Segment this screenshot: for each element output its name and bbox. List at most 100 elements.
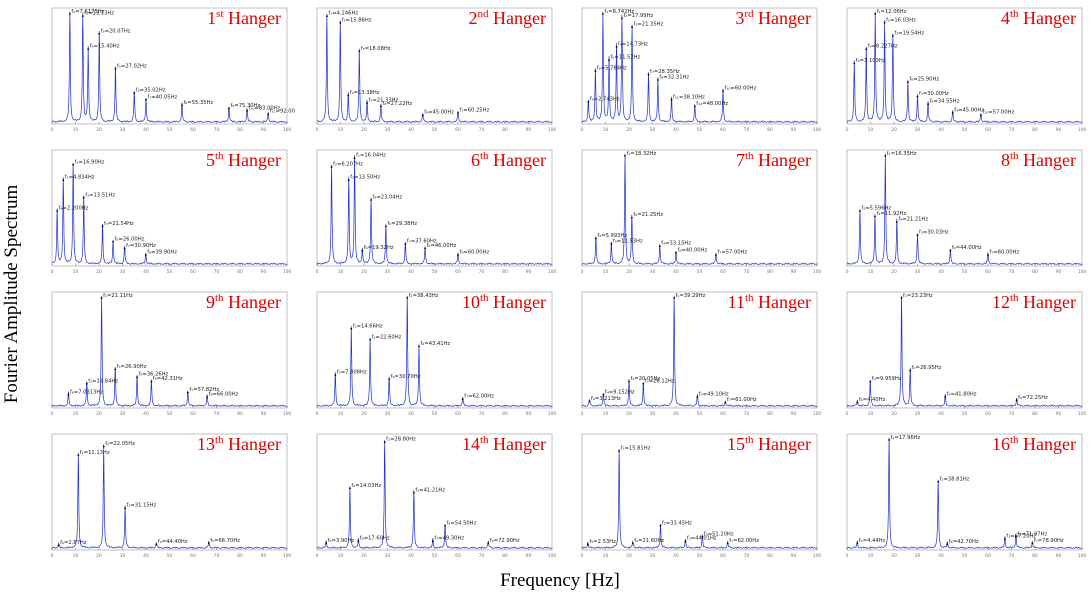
- x-tick-label: 100: [813, 269, 822, 275]
- x-tick-label: 30: [120, 553, 126, 559]
- title-word: Hanger: [223, 434, 281, 454]
- x-tick-label: 60: [455, 553, 461, 559]
- peak-marker: [334, 374, 337, 376]
- peak-marker: [186, 391, 189, 394]
- peak-marker: [136, 376, 138, 379]
- hanger-subplot-13: 0 10 20 30 40 50 60 70 80 90 100 f₁=11.13Hz f₂=22.05…: [30, 426, 295, 568]
- title-ordinal-suffix: th: [744, 150, 754, 162]
- x-tick-label: 10: [338, 411, 344, 417]
- peak-label: f₂=16.03Hz: [886, 17, 916, 23]
- peak-label: f₆=35.02Hz: [136, 88, 166, 94]
- peak-marker: [630, 216, 633, 219]
- hanger-subplot-7: 0 10 20 30 40 50 60 70 80 90 100 f₁=18.32Hz f₂=21.25…: [560, 142, 825, 284]
- peak-marker: [350, 327, 353, 330]
- x-tick-label: 50: [962, 127, 968, 133]
- x-tick-label: 50: [962, 553, 968, 559]
- x-tick-label: 30: [915, 127, 921, 133]
- peak-label: f₉=2.743Hz: [590, 97, 620, 103]
- title-ordinal-suffix: th: [214, 434, 224, 446]
- x-tick-label: 0: [846, 553, 849, 559]
- peak-marker: [951, 112, 954, 114]
- x-tick-label: 20: [891, 127, 897, 133]
- x-tick-label: 40: [143, 127, 149, 133]
- peak-marker: [487, 542, 490, 545]
- peak-label: f₆=26.00Hz: [115, 236, 145, 242]
- x-tick-label: 10: [73, 269, 79, 275]
- peak-marker: [145, 98, 147, 101]
- peak-marker: [628, 380, 630, 383]
- peak-label: f₅=66.70Hz: [210, 538, 240, 544]
- peak-label: f₉=45.00Hz: [954, 108, 984, 114]
- peak-label: f₂=14.66Hz: [353, 323, 383, 329]
- x-tick-label: 50: [697, 127, 703, 133]
- peak-label: f₁₁=38.10Hz: [673, 94, 705, 100]
- x-tick-label: 80: [767, 411, 773, 417]
- x-tick-label: 100: [283, 411, 292, 417]
- x-tick-label: 90: [261, 411, 267, 417]
- title-ordinal-suffix: rd: [744, 8, 754, 20]
- hanger-subplot-3: 0 10 20 30 40 50 60 70 80 90 100 f₁=8.742Hz f₂=17.99…: [560, 0, 825, 142]
- peak-label: f₄=14.73Hz: [618, 42, 648, 48]
- peak-marker: [82, 196, 85, 199]
- peak-label: f₈=55.35Hz: [183, 100, 213, 106]
- peak-marker: [102, 445, 105, 448]
- peak-label: f₆=5.784Hz: [597, 66, 627, 72]
- peak-marker: [602, 13, 604, 15]
- x-tick-label: 40: [938, 411, 944, 417]
- spectrum-plot: 0 10 20 30 40 50 60 70 80 90 100 f₁=8.742Hzf₂=17.99…: [581, 7, 821, 133]
- x-tick-label: 20: [626, 411, 632, 417]
- x-tick-label: 40: [143, 553, 149, 559]
- x-tick-label: 50: [432, 553, 438, 559]
- peak-marker: [594, 70, 597, 73]
- peak-label: f₇=61.00Hz: [727, 397, 757, 403]
- subplot-title: 10th Hanger: [462, 292, 546, 313]
- peak-label: f₅=30.03Hz: [919, 230, 949, 236]
- peak-label: f₈=34.55Hz: [930, 99, 960, 105]
- x-tick-label: 100: [1078, 127, 1087, 133]
- hanger-subplot-2: 0 10 20 30 40 50 60 70 80 90 100 f₁=4.246Hz f₂=15.86…: [295, 0, 560, 142]
- peak-marker: [658, 245, 661, 248]
- x-tick-label: 0: [316, 411, 319, 417]
- peak-marker: [358, 50, 361, 53]
- peak-marker: [874, 215, 876, 218]
- peak-marker: [726, 542, 729, 545]
- spectrum-series: [316, 440, 553, 549]
- peak-marker: [67, 393, 70, 396]
- title-word: Hanger: [488, 292, 546, 312]
- peak-label: f₁₀=60.00Hz: [725, 86, 757, 92]
- hanger-subplot-10: 0 10 20 30 40 50 60 70 80 90 100 f₁=38.43Hz f₂=14.66…: [295, 284, 560, 426]
- x-tick-label: 50: [697, 411, 703, 417]
- spectrum-plot: 0 10 20 30 40 50 60 70 80 90 100 f₁=18.32Hz f₂=21.25…: [581, 149, 822, 275]
- spectrum-series: [51, 162, 288, 265]
- peak-label: f₇=30.90Hz: [126, 243, 156, 249]
- peak-label: f₇=78.90Hz: [1034, 538, 1064, 544]
- peak-label: f₆=30.70Hz: [391, 374, 421, 380]
- peak-label: f₂=21.25Hz: [633, 212, 663, 218]
- x-tick-label: 20: [626, 269, 632, 275]
- peak-label: f₄=23.04Hz: [373, 195, 403, 201]
- peak-marker: [586, 543, 589, 546]
- peak-label: f₅=7.808Hz: [337, 370, 367, 376]
- x-tick-label: 50: [167, 127, 173, 133]
- peak-label: f₉=60.00Hz: [460, 250, 490, 256]
- peak-label: f₇=40.05Hz: [148, 94, 178, 100]
- spectrum-series: [582, 449, 818, 549]
- peak-marker: [631, 26, 633, 29]
- peak-marker: [1015, 399, 1018, 402]
- x-tick-label: 10: [868, 411, 874, 417]
- hanger-subplot-14: 0 10 20 30 40 50 60 70 80 90 100 f₁=28.80Hz f₂=14.03…: [295, 426, 560, 568]
- title-number: 7: [735, 150, 745, 170]
- spectrum-plot: 0 10 20 30 40 50 60 70 80 90 100 f₁=23.23Hz f₂=26.95…: [846, 291, 1086, 417]
- x-tick-label: 20: [361, 127, 367, 133]
- peak-marker: [124, 507, 126, 510]
- peak-marker: [418, 345, 420, 348]
- peak-marker: [404, 243, 407, 245]
- x-tick-label: 20: [361, 269, 367, 275]
- subplot-title: 9th Hanger: [206, 292, 281, 313]
- title-number: 15: [726, 434, 745, 454]
- peak-label: f₁=18.32Hz: [627, 151, 657, 157]
- peak-marker: [701, 535, 704, 538]
- peak-marker: [642, 382, 645, 385]
- peak-marker: [98, 32, 101, 35]
- peak-marker: [457, 112, 459, 114]
